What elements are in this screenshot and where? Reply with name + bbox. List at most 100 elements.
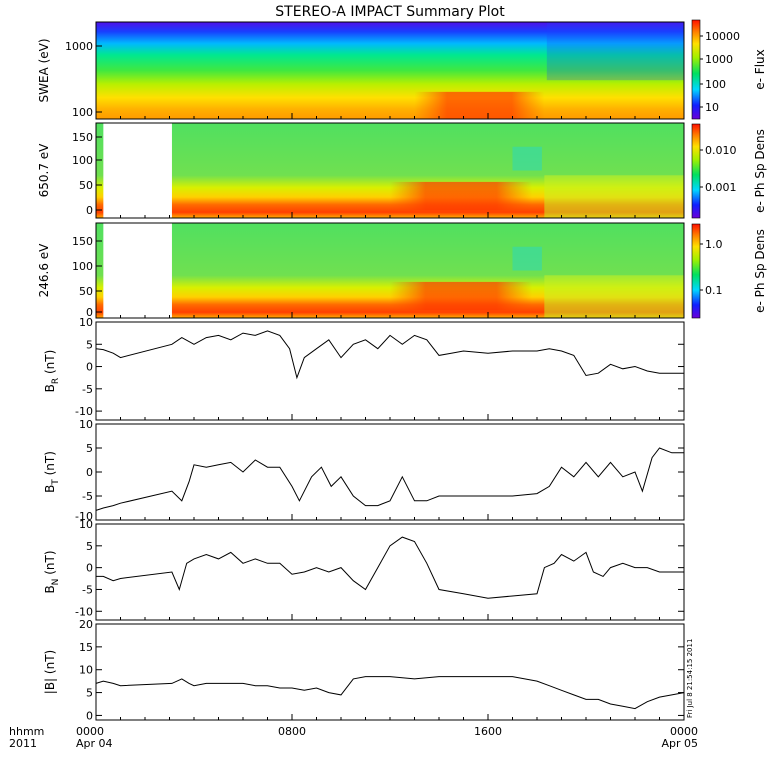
colorbar-tick-label: 0.1 bbox=[705, 284, 723, 297]
x-tick-label: 0800 bbox=[278, 725, 306, 738]
pad-cyan-patch bbox=[512, 246, 542, 271]
y-axis-label: BR (nT) bbox=[43, 350, 61, 393]
x-axis-corner-label-year: 2011 bbox=[9, 737, 37, 750]
y-tick-label: -5 bbox=[82, 490, 93, 503]
x-tick-date-label: Apr 04 bbox=[76, 737, 113, 750]
field-trace bbox=[95, 676, 685, 710]
data-gap bbox=[103, 223, 172, 318]
field-trace bbox=[95, 330, 684, 380]
y-tick-label: 0 bbox=[86, 466, 93, 479]
y-tick-label: 100 bbox=[72, 154, 93, 167]
swea-colorbar: 10000 1000 100 10 e- Flux bbox=[691, 19, 767, 120]
y-tick-label: -10 bbox=[75, 510, 93, 523]
colorbar-tick-label: 10 bbox=[705, 101, 719, 114]
y-tick-label: -10 bbox=[75, 405, 93, 418]
swea-spectrogram-panel: 1000 100 SWEA (eV) bbox=[37, 21, 685, 120]
y-tick-label: 5 bbox=[86, 442, 93, 455]
colorbar-tick-label: 0.010 bbox=[705, 144, 737, 157]
pad-lower-density-region bbox=[544, 175, 684, 218]
y-tick-label: 50 bbox=[79, 285, 93, 298]
y-tick-label: 5 bbox=[86, 338, 93, 351]
y-axis-label: |B| (nT) bbox=[43, 650, 57, 694]
y-axis-label-unit: (nT) bbox=[43, 550, 57, 578]
y-axis-label: SWEA (eV) bbox=[37, 38, 51, 102]
pad-high-density-band bbox=[390, 281, 533, 311]
y-tick-label: 1000 bbox=[65, 40, 93, 53]
pad-650-spectrogram-panel: 150 100 50 0 650.7 eV bbox=[37, 122, 685, 219]
pad-246-colorbar: 1.0 0.1 e- Ph Sp Dens bbox=[691, 223, 767, 319]
bmag-panel: 20 15 10 5 0 |B| (nT) bbox=[43, 618, 685, 722]
y-axis-label-unit: (nT) bbox=[43, 350, 57, 378]
colorbar-tick-label: 1.0 bbox=[705, 238, 723, 251]
y-tick-label: 10 bbox=[79, 664, 93, 677]
colorbar-tick-label: 0.001 bbox=[705, 181, 737, 194]
x-tick-label: 1600 bbox=[474, 725, 502, 738]
y-tick-label: -5 bbox=[82, 383, 93, 396]
y-tick-label: 0 bbox=[86, 361, 93, 374]
colorbar-gradient bbox=[691, 123, 701, 219]
colorbar-tick-label: 100 bbox=[705, 78, 726, 91]
bt-panel: 10 5 0 -5 -10 BT (nT) bbox=[43, 418, 685, 523]
x-tick-date-label: Apr 05 bbox=[661, 737, 698, 750]
y-tick-label: -5 bbox=[82, 583, 93, 596]
y-tick-label: -10 bbox=[75, 605, 93, 618]
y-axis-label-subscript: R bbox=[51, 378, 61, 384]
y-axis-label-name: |B| bbox=[43, 678, 57, 694]
colorbar-gradient bbox=[691, 19, 701, 120]
colorbar-tick-label: 10000 bbox=[705, 30, 740, 43]
y-axis-label-unit: (nT) bbox=[43, 451, 57, 479]
colorbar-label: e- Ph Sp Dens bbox=[753, 229, 767, 313]
panel-frame bbox=[95, 423, 685, 521]
y-tick-label: 150 bbox=[72, 131, 93, 144]
y-tick-label: 20 bbox=[79, 618, 93, 631]
y-tick-label: 15 bbox=[79, 641, 93, 654]
field-trace bbox=[95, 447, 684, 511]
y-axis-label-subscript: T bbox=[51, 479, 61, 486]
swea-high-flux-band bbox=[414, 91, 545, 119]
data-gap bbox=[103, 123, 172, 218]
y-tick-label: 10 bbox=[79, 418, 93, 431]
pad-lower-density-region bbox=[544, 275, 684, 318]
swea-color-field bbox=[96, 22, 684, 119]
pad-high-density-band bbox=[390, 181, 533, 211]
y-tick-label: 50 bbox=[79, 179, 93, 192]
y-axis-label: BN (nT) bbox=[43, 550, 61, 593]
panel-frame bbox=[95, 321, 685, 421]
y-tick-label: 10 bbox=[79, 316, 93, 329]
y-tick-label: 5 bbox=[86, 540, 93, 553]
y-axis-label-name: B bbox=[43, 485, 57, 493]
colorbar-label: e- Ph Sp Dens bbox=[753, 129, 767, 213]
y-axis-label-name: B bbox=[43, 384, 57, 392]
y-tick-label: 5 bbox=[86, 687, 93, 700]
y-axis-label-subscript: N bbox=[51, 579, 61, 586]
field-trace bbox=[96, 536, 684, 599]
y-tick-label: 0 bbox=[86, 562, 93, 575]
bn-panel: 10 5 0 -5 -10 BN (nT) bbox=[43, 518, 685, 621]
y-tick-label: 0 bbox=[86, 204, 93, 217]
pad-cyan-patch bbox=[512, 146, 542, 171]
y-axis-label: BT (nT) bbox=[43, 451, 61, 493]
x-tick-label: 0000 bbox=[76, 725, 104, 738]
pad-650-colorbar: 0.010 0.001 e- Ph Sp Dens bbox=[691, 123, 767, 219]
y-tick-label: 150 bbox=[72, 235, 93, 248]
br-panel: 10 5 0 -5 -10 BR (nT) bbox=[43, 316, 685, 421]
y-tick-label: 0 bbox=[86, 306, 93, 319]
y-tick-label: 0 bbox=[86, 709, 93, 722]
y-tick-label: 100 bbox=[72, 260, 93, 273]
panel-frame bbox=[95, 623, 685, 721]
y-axis-label: 246.6 eV bbox=[37, 243, 51, 298]
colorbar-gradient bbox=[691, 223, 701, 319]
y-axis-label-name: B bbox=[43, 585, 57, 593]
y-tick-label: 10 bbox=[79, 518, 93, 531]
swea-low-flux-region bbox=[546, 22, 684, 81]
y-tick-label: 100 bbox=[72, 106, 93, 119]
y-axis-label: 650.7 eV bbox=[37, 143, 51, 198]
x-axis-corner-label-units: hhmm bbox=[9, 725, 44, 738]
y-axis-label-unit: (nT) bbox=[43, 650, 57, 678]
pad-246-spectrogram-panel: 150 100 50 0 246.6 eV bbox=[37, 222, 685, 319]
chart-title: STEREO-A IMPACT Summary Plot bbox=[275, 4, 505, 20]
colorbar-tick-label: 1000 bbox=[705, 53, 733, 66]
plot-timestamp: Fri Jul 8 21:54:15 2011 bbox=[686, 639, 694, 718]
